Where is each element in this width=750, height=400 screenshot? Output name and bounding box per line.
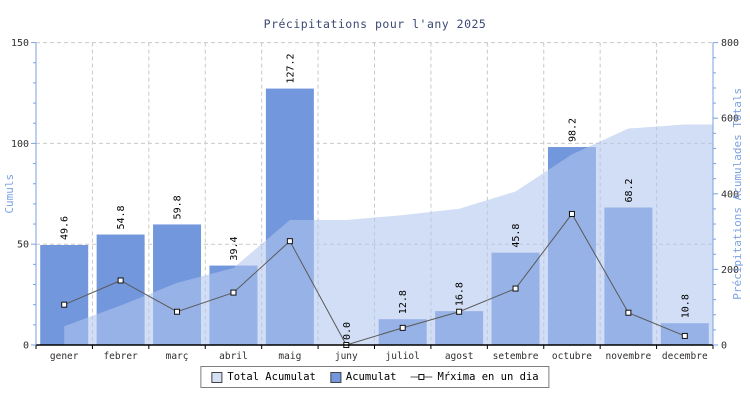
legend: Total Acumulat Acumulat Mŕxima en un dia	[200, 366, 550, 388]
bar-value-label: 49.6	[60, 216, 71, 240]
bar-value-label: 45.8	[511, 224, 522, 248]
line-maxima	[64, 213, 685, 346]
marker-agost	[456, 308, 463, 315]
bar-value-label: 127.2	[285, 53, 296, 83]
marker-maig	[286, 238, 293, 245]
month-label: maig	[278, 351, 301, 362]
right-tick-label: 200	[721, 265, 739, 276]
bar-value-label: 10.8	[680, 294, 691, 318]
bar-swatch-icon	[329, 371, 341, 383]
marker-febrer	[117, 277, 124, 284]
right-tick-label: 800	[721, 38, 739, 49]
month-label: gener	[50, 351, 79, 362]
bar-value-label: 39.4	[229, 236, 240, 260]
marker-abril	[230, 289, 237, 296]
legend-label: Mŕxima en un dia	[437, 371, 539, 383]
right-axis-title: Précipitations Acumulades Totals	[731, 88, 744, 300]
right-tick-label: 600	[721, 114, 739, 125]
legend-label: Acumulat	[345, 371, 397, 383]
bar-value-label: 0.0	[342, 322, 353, 340]
marker-juliol	[399, 324, 406, 331]
legend-item-maxima: Mŕxima en un dia	[410, 371, 539, 383]
left-tick-label: 50	[17, 240, 29, 251]
area-swatch-icon	[211, 371, 223, 383]
chart-title: Précipitations pour l'any 2025	[263, 17, 487, 31]
right-tick-label: 0	[721, 341, 727, 352]
area-total-acumulat	[64, 124, 714, 346]
month-label: març	[166, 351, 189, 362]
legend-item-total-acumulat: Total Acumulat	[211, 371, 316, 383]
marker-octubre	[568, 210, 575, 217]
right-tick-label: 400	[721, 189, 739, 200]
bar-value-label: 54.8	[116, 205, 127, 229]
bar-value-label: 68.2	[624, 178, 635, 202]
month-label: agost	[445, 351, 474, 362]
month-label: febrer	[103, 351, 138, 362]
bar-value-label: 59.8	[173, 195, 184, 219]
month-label: setembre	[493, 351, 539, 362]
marker-novembre	[625, 309, 632, 316]
marker-març	[174, 308, 181, 315]
marker-decembre	[681, 332, 688, 339]
bar-value-label: 98.2	[567, 118, 578, 142]
left-axis-title: Cumuls	[3, 174, 16, 214]
month-label: octubre	[552, 351, 592, 362]
left-tick-label: 100	[11, 139, 29, 150]
bar-value-label: 16.8	[455, 282, 466, 306]
legend-item-acumulat: Acumulat	[329, 371, 397, 383]
month-label: abril	[219, 351, 248, 362]
left-tick-label: 0	[23, 341, 29, 352]
bar-value-label: 12.8	[398, 290, 409, 314]
marker-gener	[61, 301, 68, 308]
marker-setembre	[512, 285, 519, 292]
month-label: juny	[335, 351, 358, 362]
month-label: novembre	[605, 351, 651, 362]
legend-label: Total Acumulat	[227, 371, 316, 383]
month-label: juliol	[386, 351, 420, 362]
left-tick-label: 150	[11, 38, 29, 49]
month-label: decembre	[662, 351, 708, 362]
line-marker-swatch-icon	[410, 374, 433, 380]
